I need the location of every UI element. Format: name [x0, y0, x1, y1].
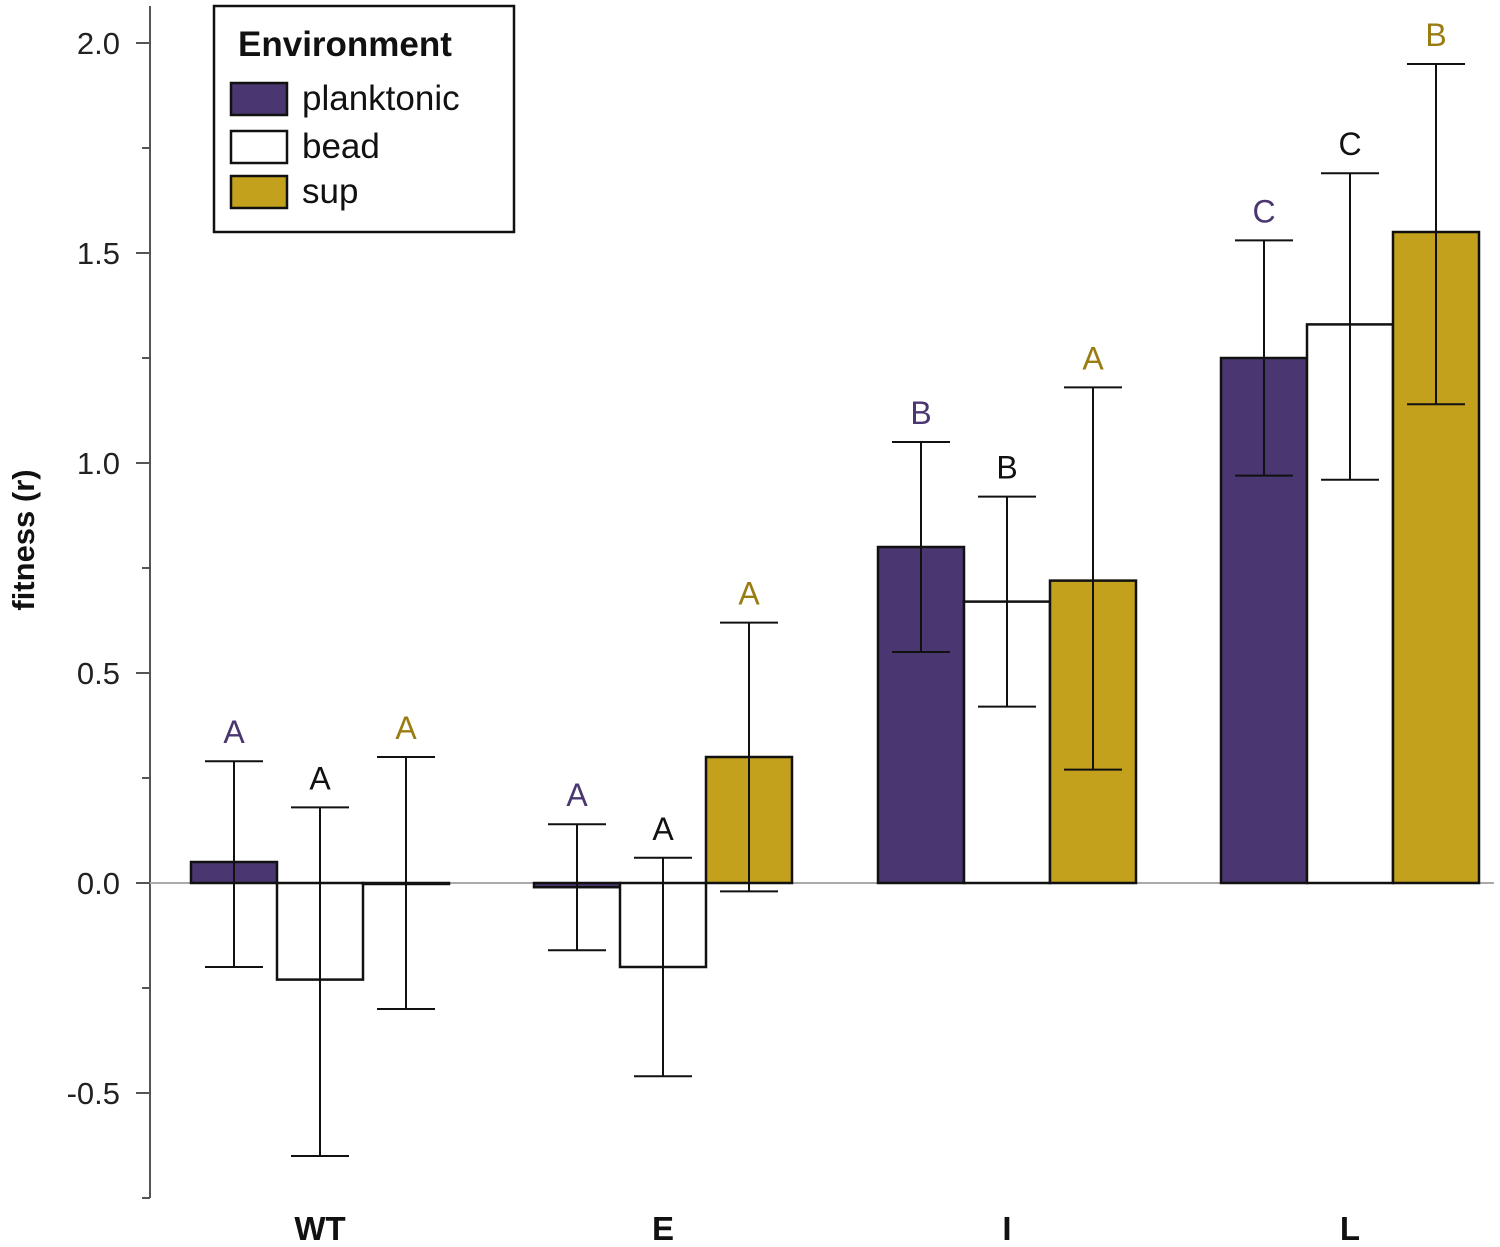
x-category-label: WT [294, 1210, 345, 1247]
bars [189, 230, 1481, 981]
legend-label-bead: bead [302, 127, 380, 166]
significance-letter-bead: B [996, 450, 1017, 486]
significance-letter-planktonic: A [566, 777, 588, 813]
significance-letter-bead: C [1338, 126, 1361, 162]
x-category-label: I [1002, 1210, 1011, 1247]
legend-swatch-planktonic [229, 81, 289, 117]
significance-letter-sup: A [395, 710, 417, 746]
x-category-label: E [652, 1210, 674, 1247]
y-tick-label: 2.0 [77, 26, 120, 61]
axes: -0.5 0.0 0.5 1.0 1.5 2.0 WT E I L [67, 6, 1494, 1247]
error-bars [205, 63, 1465, 1157]
significance-letter-bead: A [309, 760, 331, 796]
x-category-label: L [1340, 1210, 1360, 1247]
significance-letter-sup: A [1082, 340, 1104, 376]
significance-letter-planktonic: A [223, 714, 245, 750]
legend-label-planktonic: planktonic [302, 79, 460, 118]
significance-letter-bead: A [652, 811, 674, 847]
legend: Environment planktonic bead sup [212, 4, 516, 234]
significance-letters: A A B C A A B C A A A B [223, 17, 1446, 847]
legend-swatch-sup [229, 174, 289, 210]
legend-title: Environment [238, 25, 452, 64]
legend-label-sup: sup [302, 172, 358, 211]
legend-swatch-bead [229, 129, 289, 165]
y-tick-label: 1.0 [77, 446, 120, 481]
significance-letter-planktonic: B [910, 395, 931, 431]
y-tick-label: 1.5 [77, 236, 120, 271]
y-tick-label: 0.0 [77, 866, 120, 901]
y-tick-label: -0.5 [67, 1076, 120, 1111]
significance-letter-sup: A [738, 576, 760, 612]
significance-letter-sup: B [1425, 17, 1446, 53]
significance-letter-planktonic: C [1252, 193, 1275, 229]
y-axis-label: fitness (r) [6, 469, 41, 610]
y-tick-label: 0.5 [77, 656, 120, 691]
